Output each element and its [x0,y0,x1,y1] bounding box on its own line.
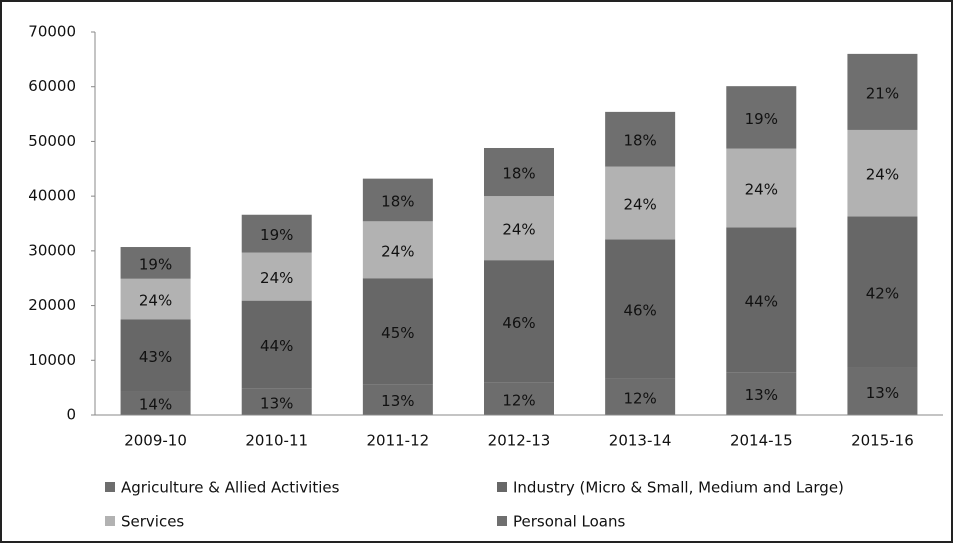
x-tick-label: 2015-16 [851,432,914,450]
bar-segment [726,86,797,149]
x-tick-label: 2012-13 [488,432,551,450]
bar-segment [484,260,554,383]
bar-segment [847,53,918,130]
legend-label: Services [121,513,184,531]
data-label: 14% [139,396,172,414]
data-label: 46% [623,302,656,320]
data-label: 42% [866,285,899,303]
y-tick-label: 50000 [28,132,76,150]
bar-segment [484,382,554,415]
bar-segment [120,319,191,392]
bar-segment [484,196,554,261]
bar-segment [847,216,918,368]
bar-segment [362,384,433,415]
data-label: 19% [745,110,778,128]
bar-segment [847,367,918,415]
bar-segment [605,378,676,415]
data-label: 24% [623,195,656,213]
data-label: 13% [260,394,293,412]
data-label: 18% [623,132,656,150]
data-label: 13% [745,386,778,404]
data-label: 18% [502,165,535,183]
data-label: 19% [139,255,172,273]
bar-segment [120,391,191,415]
data-label: 24% [381,242,414,260]
data-label: 18% [381,192,414,210]
legend-swatch [105,516,115,526]
bar-segment [241,252,312,301]
data-label: 44% [745,292,778,310]
data-label: 24% [139,292,172,310]
data-label: 24% [502,221,535,239]
legend-label: Industry (Micro & Small, Medium and Larg… [513,479,844,497]
x-tick-label: 2011-12 [367,432,430,450]
legend-label: Agriculture & Allied Activities [121,479,340,497]
bar-segment [362,221,433,279]
data-label: 44% [260,337,293,355]
data-label: 19% [260,226,293,244]
bar-segment [847,129,918,217]
x-tick-label: 2010-11 [245,432,308,450]
legend-label: Personal Loans [513,513,626,531]
data-label: 12% [502,391,535,409]
y-tick-label: 60000 [28,77,76,95]
bar-segment [241,388,312,415]
bar-segment [362,178,433,222]
bar-segment [605,239,676,379]
data-label: 21% [866,84,899,102]
y-tick-label: 30000 [28,241,76,259]
data-label: 24% [260,269,293,287]
y-tick-label: 0 [66,406,76,424]
bar-segment [120,278,191,320]
data-label: 43% [139,348,172,366]
bar-segment [605,111,676,167]
bar-segment [726,372,797,415]
data-label: 24% [866,166,899,184]
bar-segment [726,227,797,373]
y-tick-label: 40000 [28,187,76,205]
bar-segment [241,300,312,389]
data-label: 13% [381,392,414,410]
legend-swatch [497,516,507,526]
x-tick-label: 2014-15 [730,432,793,450]
bar-segment [484,147,554,197]
bar-segment [605,166,676,240]
bar-segment [120,247,191,279]
data-label: 12% [623,389,656,407]
legend-swatch [497,482,507,492]
y-tick-label: 70000 [28,23,76,41]
x-tick-label: 2013-14 [609,432,672,450]
data-label: 46% [502,314,535,332]
data-label: 13% [866,384,899,402]
y-tick-label: 10000 [28,351,76,369]
data-label: 24% [745,180,778,198]
data-label: 45% [381,324,414,342]
bar-segment [241,214,312,253]
legend-swatch [105,482,115,492]
y-tick-label: 20000 [28,296,76,314]
bar-segment [362,278,433,385]
x-tick-label: 2009-10 [124,432,187,450]
bar-segment [726,148,797,228]
